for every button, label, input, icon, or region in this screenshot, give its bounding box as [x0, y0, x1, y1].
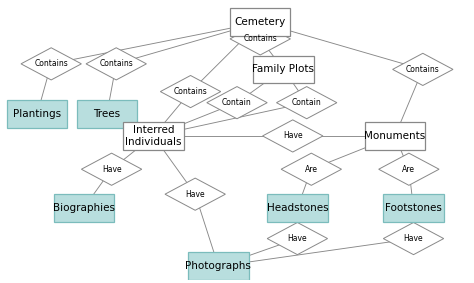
Text: Have: Have — [102, 165, 121, 174]
Polygon shape — [276, 87, 337, 119]
FancyBboxPatch shape — [188, 252, 248, 280]
Text: Are: Are — [402, 165, 415, 174]
Polygon shape — [86, 48, 146, 80]
Polygon shape — [82, 153, 142, 185]
Text: Have: Have — [404, 234, 423, 243]
Polygon shape — [267, 222, 328, 255]
FancyBboxPatch shape — [77, 100, 137, 128]
FancyBboxPatch shape — [7, 100, 67, 128]
Polygon shape — [263, 120, 323, 152]
Polygon shape — [281, 153, 341, 185]
FancyBboxPatch shape — [267, 194, 328, 222]
Text: Photographs: Photographs — [185, 261, 251, 271]
Polygon shape — [165, 178, 226, 210]
Text: Monuments: Monuments — [365, 131, 426, 141]
Text: Trees: Trees — [93, 109, 120, 119]
Polygon shape — [379, 153, 439, 185]
Polygon shape — [383, 222, 444, 255]
Text: Are: Are — [305, 165, 318, 174]
Text: Headstones: Headstones — [266, 203, 328, 213]
Text: Contain: Contain — [292, 98, 321, 107]
Text: Cemetery: Cemetery — [235, 17, 286, 27]
Text: Have: Have — [288, 234, 307, 243]
FancyBboxPatch shape — [123, 122, 183, 150]
Text: Plantings: Plantings — [13, 109, 61, 119]
Text: Family Plots: Family Plots — [253, 65, 314, 74]
Polygon shape — [207, 87, 267, 119]
Text: Footstones: Footstones — [385, 203, 442, 213]
FancyBboxPatch shape — [230, 8, 291, 36]
Text: Contains: Contains — [34, 59, 68, 68]
Text: Contains: Contains — [406, 65, 440, 74]
Polygon shape — [160, 76, 221, 108]
Text: Contain: Contain — [222, 98, 252, 107]
Text: Contains: Contains — [243, 34, 277, 43]
Text: Have: Have — [185, 190, 205, 199]
Polygon shape — [21, 48, 82, 80]
FancyBboxPatch shape — [253, 55, 314, 83]
Text: Contains: Contains — [100, 59, 133, 68]
Text: Biographies: Biographies — [53, 203, 115, 213]
FancyBboxPatch shape — [365, 122, 425, 150]
Polygon shape — [230, 23, 291, 55]
Polygon shape — [392, 53, 453, 85]
FancyBboxPatch shape — [54, 194, 114, 222]
Text: Contains: Contains — [173, 87, 208, 96]
FancyBboxPatch shape — [383, 194, 444, 222]
Text: Interred
Individuals: Interred Individuals — [125, 125, 182, 147]
Text: Have: Have — [283, 131, 302, 140]
